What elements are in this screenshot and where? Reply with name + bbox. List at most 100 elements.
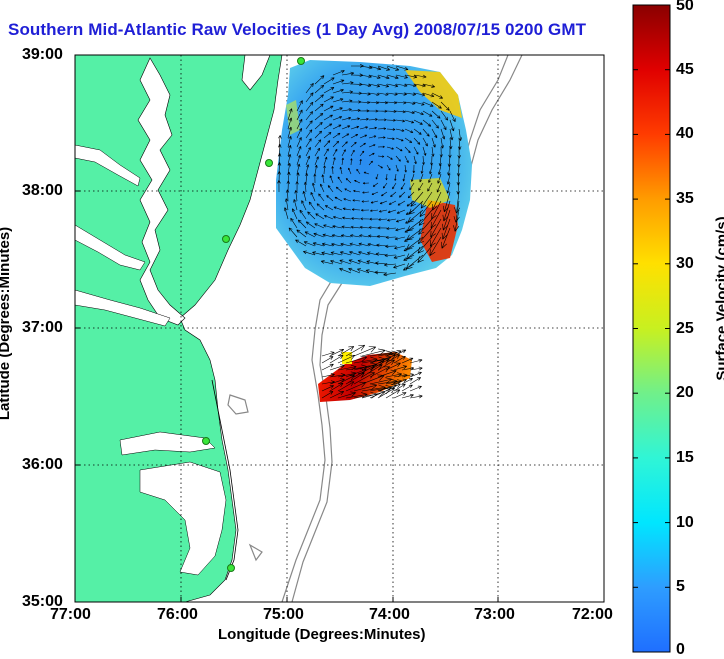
velocity-arrow [440, 101, 450, 111]
velocity-arrow [359, 100, 371, 105]
velocity-arrow [305, 221, 316, 229]
velocity-arrow [395, 119, 406, 123]
velocity-arrow [446, 173, 451, 185]
velocity-arrow [371, 191, 379, 195]
velocity-arrow [377, 92, 389, 96]
velocity-arrow [375, 252, 388, 256]
james-river [75, 289, 171, 327]
y-axis-label: Latitude (Degrees:Minutes) [0, 226, 14, 421]
velocity-arrow [341, 149, 346, 157]
potomac-river [75, 144, 141, 187]
velocity-arrow [327, 185, 334, 193]
velocity-field-south [318, 352, 412, 402]
velocity-arrow [403, 263, 415, 271]
velocity-arrow [296, 229, 307, 238]
velocity-arrow [386, 164, 391, 171]
x-tick-label: 77:00 [50, 606, 91, 623]
velocity-arrow [410, 191, 424, 207]
velocity-arrow [368, 152, 375, 157]
velocity-arrow [368, 226, 379, 229]
velocity-arrow [437, 173, 442, 184]
velocity-arrow [370, 200, 379, 204]
velocity-arrow [393, 263, 406, 269]
velocity-arrow [350, 149, 355, 157]
velocity-arrow [419, 173, 424, 183]
velocity-arrow [361, 364, 383, 378]
velocity-arrow [401, 393, 414, 399]
velocity-arrow [438, 155, 442, 167]
velocity-arrow [377, 136, 386, 139]
velocity-arrow [350, 158, 353, 166]
velocity-arrow [330, 251, 343, 256]
velocity-arrow [323, 77, 335, 85]
velocity-arrow [430, 209, 442, 229]
velocity-arrow [345, 178, 352, 184]
x-tick-label: 73:00 [474, 606, 515, 623]
velocity-arrow [329, 382, 344, 392]
velocity-arrow [395, 155, 401, 162]
velocity-arrow [329, 364, 345, 371]
velocity-arrow [377, 83, 390, 88]
velocity-arrow [296, 127, 302, 139]
velocity-arrow [386, 128, 396, 131]
velocity-arrow [314, 130, 323, 139]
velocity-arrow [408, 200, 424, 215]
colorbar-tick-label: 0 [676, 641, 685, 658]
bathymetry-contours [227, 55, 523, 602]
velocity-arrow [432, 191, 442, 211]
velocity-arrow [405, 209, 415, 215]
velocity-arrow [321, 251, 334, 256]
velocity-arrow [404, 137, 413, 143]
velocity-arrow [297, 219, 307, 229]
velocity-arrow [378, 218, 388, 221]
velocity-arrow [294, 190, 298, 202]
velocity-arrow [409, 366, 423, 371]
velocity-arrow [418, 209, 433, 226]
velocity-arrow [312, 242, 325, 247]
velocity-vectors [277, 64, 463, 399]
velocity-arrow [323, 96, 334, 103]
velocity-arrow [377, 369, 397, 378]
velocity-arrow [296, 146, 302, 157]
velocity-arrow [422, 83, 435, 88]
velocity-arrow [359, 92, 371, 96]
velocity-arrow [413, 74, 427, 79]
velocity-arrow [440, 137, 444, 149]
velocity-arrow [386, 109, 397, 113]
velocity-arrow [305, 111, 314, 121]
velocity-arrow [407, 191, 415, 199]
velocity-arrow [395, 137, 404, 142]
velocity-arrow [440, 119, 447, 131]
y-tick-label: 39:00 [22, 46, 63, 63]
velocity-arrow [337, 176, 343, 184]
velocity-arrow [351, 217, 361, 220]
velocity-arrow [303, 241, 316, 247]
velocity-arrow [305, 155, 311, 166]
velocity-arrow [305, 173, 309, 184]
velocity-arrow [337, 354, 356, 364]
velocity-arrow [302, 190, 307, 202]
velocity-arrow [329, 391, 345, 399]
velocity-arrow [376, 234, 388, 239]
velocity-arrow [359, 150, 365, 157]
velocity-arrow [368, 101, 379, 105]
velocity-arrow [316, 203, 325, 211]
delaware-bay [241, 55, 271, 91]
velocity-arrow [283, 207, 289, 220]
velocity-arrow [323, 148, 329, 157]
velocity-arrow [353, 372, 375, 385]
radar-site-marker [265, 159, 273, 167]
velocity-arrow [322, 233, 334, 238]
velocity-arrow [343, 198, 352, 202]
velocity-arrow [385, 354, 401, 364]
velocity-arrow [422, 128, 430, 137]
velocity-arrow [453, 209, 460, 232]
velocity-arrow [331, 166, 334, 175]
velocity-arrow [395, 74, 408, 79]
radar-site-marker [297, 57, 305, 65]
velocity-arrow [340, 234, 352, 238]
x-tick-label: 72:00 [572, 606, 613, 623]
velocity-arrow [431, 110, 441, 119]
velocity-arrow [368, 234, 379, 238]
velocity-arrow [359, 126, 368, 130]
